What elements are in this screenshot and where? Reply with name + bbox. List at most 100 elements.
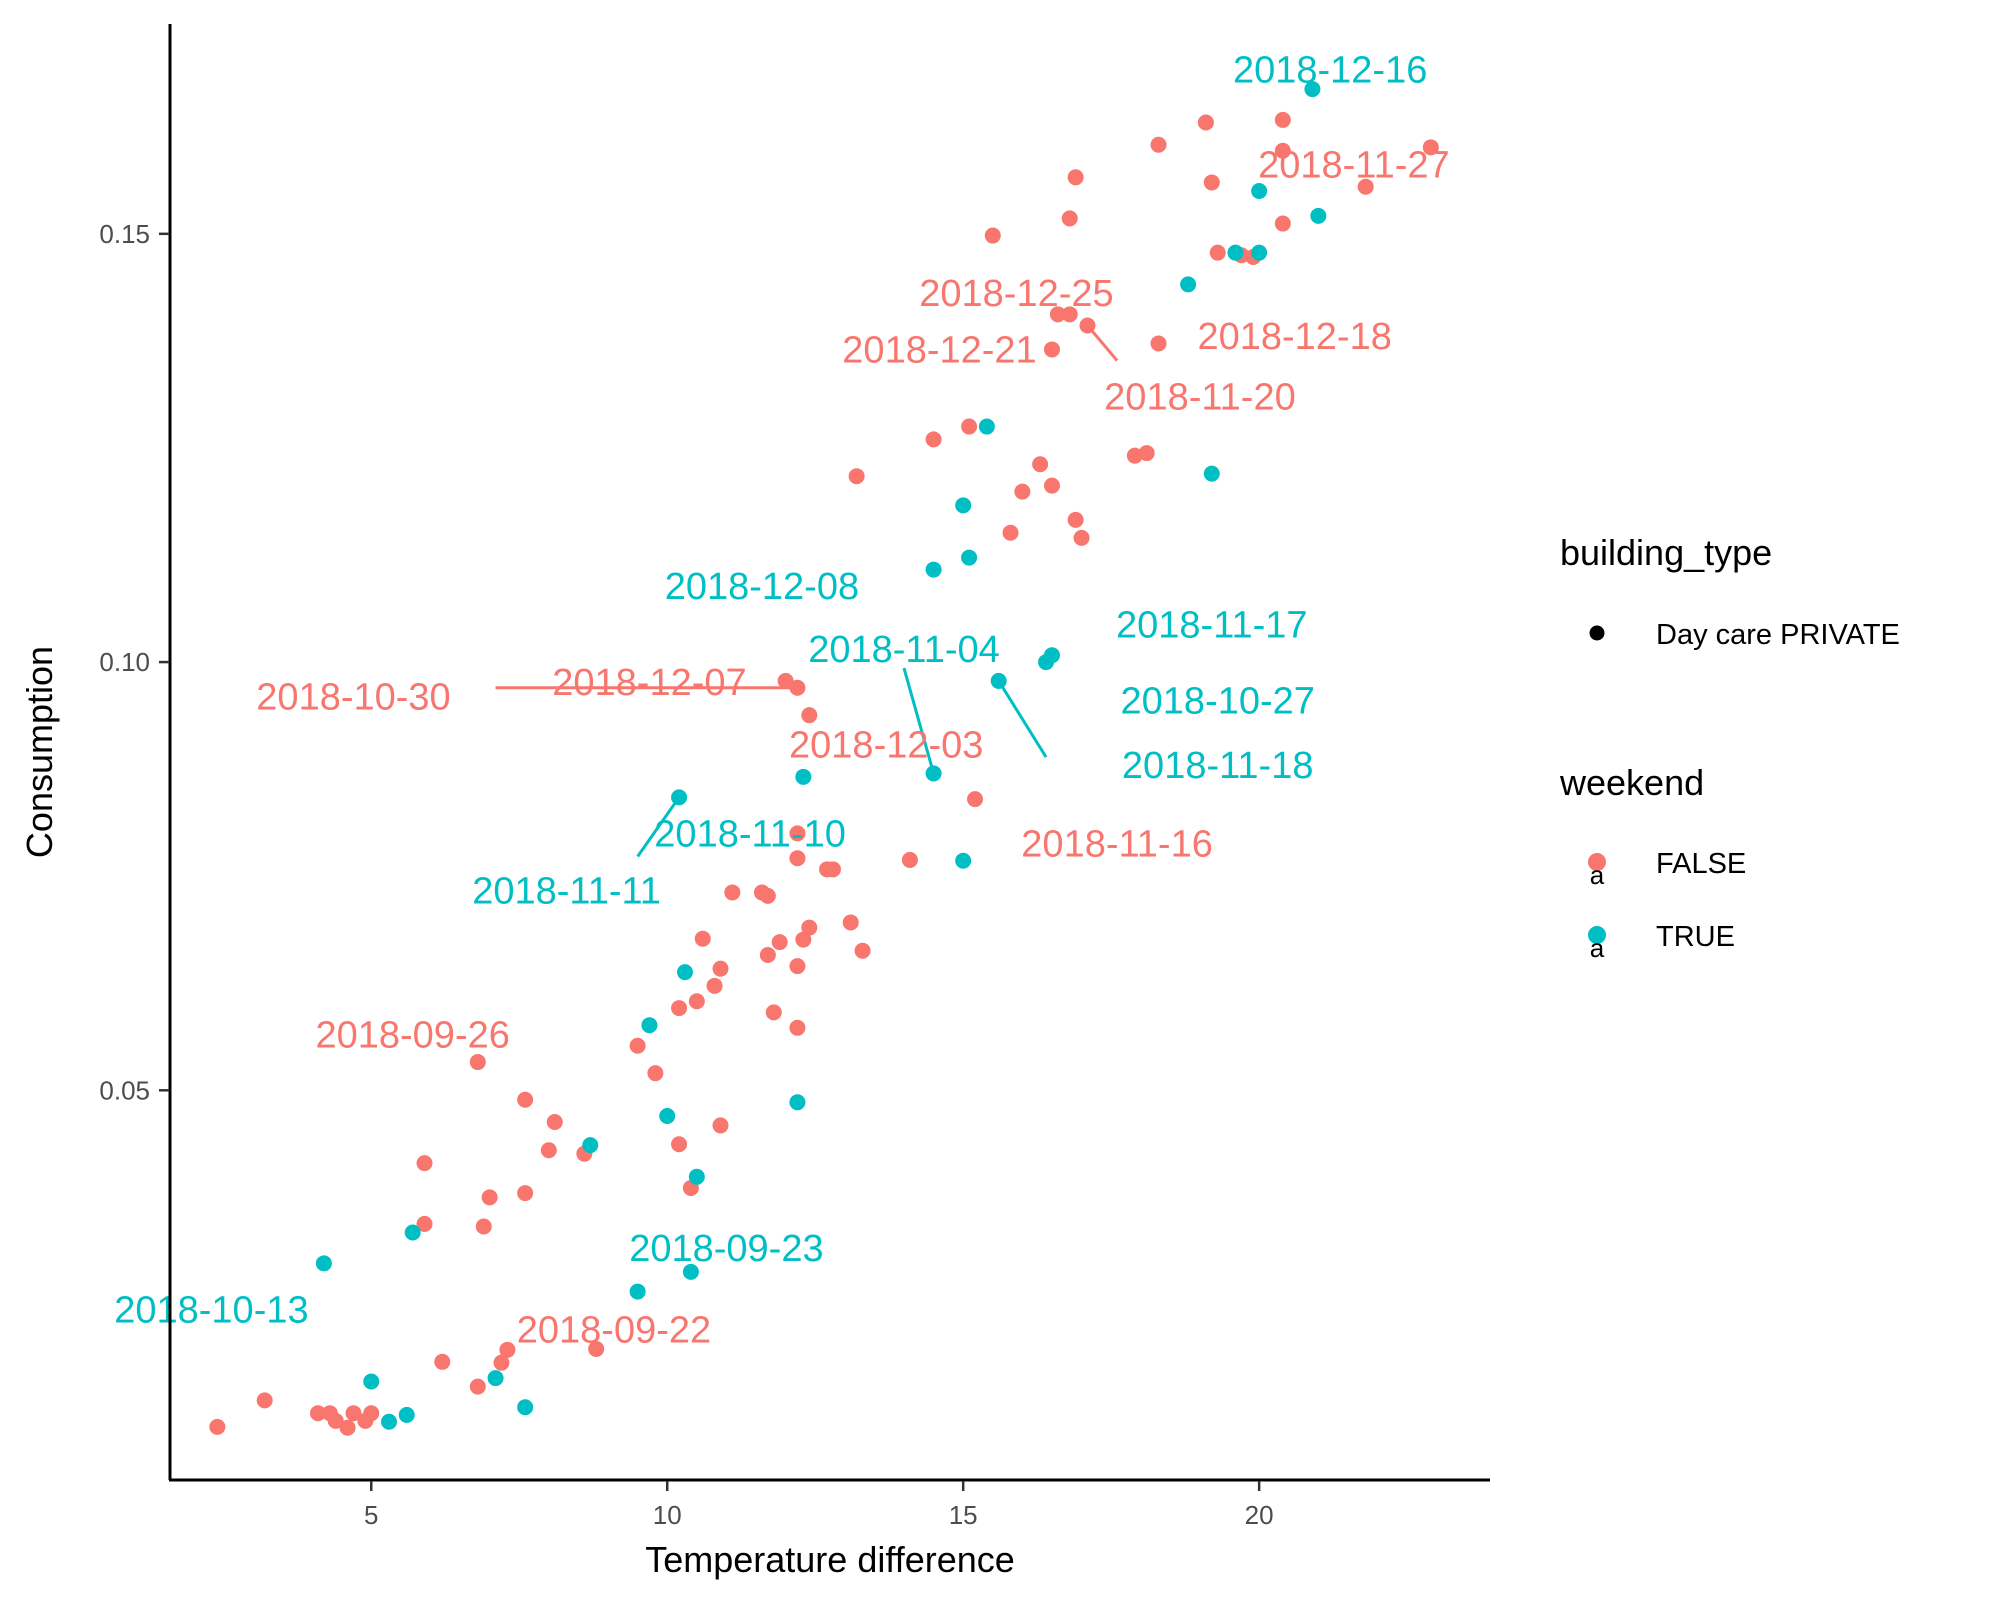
point-date-label: 2018-11-17 bbox=[1116, 604, 1308, 646]
legend-key-false bbox=[1588, 853, 1606, 871]
point-date-label: 2018-09-22 bbox=[517, 1309, 711, 1351]
data-point-weekend-false bbox=[712, 1117, 729, 1134]
data-point-weekend-false bbox=[724, 884, 741, 901]
data-point-weekend-true bbox=[671, 789, 688, 806]
data-point-weekend-false bbox=[1274, 111, 1291, 128]
point-date-label: 2018-12-08 bbox=[665, 566, 859, 608]
data-point-weekend-false bbox=[984, 227, 1001, 244]
data-point-weekend-false bbox=[1274, 142, 1291, 159]
data-point-weekend-false bbox=[434, 1353, 451, 1370]
plot-axes bbox=[168, 24, 1490, 1482]
annotation-segment bbox=[902, 667, 936, 774]
data-point-weekend-false bbox=[688, 993, 705, 1010]
data-point-weekend-false bbox=[1203, 174, 1220, 191]
data-point-weekend-false bbox=[848, 468, 865, 485]
data-point-weekend-true bbox=[955, 497, 972, 514]
data-point-weekend-true bbox=[398, 1406, 415, 1423]
y-tick-label: 0.10 bbox=[99, 647, 150, 677]
legend-key-false-glyph: a bbox=[1590, 860, 1605, 890]
data-point-weekend-false bbox=[759, 887, 776, 904]
data-point-weekend-true bbox=[1304, 81, 1321, 98]
data-point-weekend-true bbox=[363, 1373, 380, 1390]
data-point-weekend-false bbox=[256, 1392, 273, 1409]
data-point-weekend-false bbox=[842, 914, 859, 931]
data-point-weekend-false bbox=[967, 791, 984, 808]
data-point-weekend-false bbox=[789, 1019, 806, 1036]
legend: building_type Day care PRIVATE weekend a… bbox=[1559, 532, 1900, 963]
data-point-weekend-false bbox=[925, 431, 942, 448]
y-axis-title: Consumption bbox=[19, 646, 60, 858]
data-point-weekend-false bbox=[481, 1189, 498, 1206]
data-point-weekend-true bbox=[925, 561, 942, 578]
data-point-weekend-false bbox=[588, 1340, 605, 1357]
data-point-weekend-true bbox=[1251, 244, 1268, 261]
point-date-label: 2018-11-10 bbox=[654, 813, 846, 855]
data-point-weekend-true bbox=[682, 1263, 699, 1280]
data-point-weekend-false bbox=[469, 1054, 486, 1071]
legend-shape-item: Day care PRIVATE bbox=[1656, 619, 1900, 651]
data-point-weekend-false bbox=[694, 930, 711, 947]
data-point-weekend-true bbox=[487, 1370, 504, 1387]
data-point-weekend-false bbox=[493, 1354, 510, 1371]
data-point-weekend-false bbox=[1049, 306, 1066, 323]
data-point-weekend-false bbox=[801, 919, 818, 936]
data-point-weekend-false bbox=[345, 1405, 362, 1422]
x-tick-label: 20 bbox=[1245, 1500, 1274, 1530]
data-point-weekend-true bbox=[688, 1168, 705, 1185]
annotation-segment bbox=[997, 680, 1048, 758]
data-point-weekend-true bbox=[641, 1017, 658, 1034]
data-point-weekend-false bbox=[499, 1341, 516, 1358]
data-point-weekend-false bbox=[517, 1185, 534, 1202]
data-point-weekend-false bbox=[706, 977, 723, 994]
data-point-weekend-true bbox=[795, 768, 812, 785]
data-point-weekend-false bbox=[854, 942, 871, 959]
annotation-segment bbox=[636, 796, 681, 858]
x-axis-title: Temperature difference bbox=[645, 1539, 1015, 1580]
data-point-weekend-false bbox=[1061, 306, 1078, 323]
legend-label-true: TRUE bbox=[1656, 921, 1735, 953]
data-point-weekend-false bbox=[363, 1405, 380, 1422]
data-point-weekend-false bbox=[777, 672, 794, 689]
data-point-weekend-false bbox=[1043, 477, 1060, 494]
data-point-weekend-false bbox=[517, 1091, 534, 1108]
x-tick-label: 5 bbox=[364, 1500, 378, 1530]
point-date-label: 2018-11-11 bbox=[472, 871, 661, 913]
point-date-label: 2018-12-25 bbox=[919, 273, 1113, 315]
point-date-label: 2018-11-20 bbox=[1104, 377, 1296, 419]
point-date-label: 2018-09-26 bbox=[315, 1015, 509, 1057]
data-point-weekend-false bbox=[309, 1405, 326, 1422]
data-point-weekend-false bbox=[771, 934, 788, 951]
data-point-weekend-false bbox=[546, 1113, 563, 1130]
data-point-weekend-true bbox=[629, 1283, 646, 1300]
data-point-weekend-true bbox=[789, 1094, 806, 1111]
data-point-weekend-false bbox=[1079, 317, 1096, 334]
legend-shape-title: building_type bbox=[1560, 532, 1772, 573]
data-point-weekend-false bbox=[209, 1418, 226, 1435]
data-point-weekend-true bbox=[1203, 465, 1220, 482]
data-point-weekend-false bbox=[789, 850, 806, 867]
data-point-weekend-true bbox=[1043, 647, 1060, 664]
plot-marks: 2018-12-16 2018-11-27 2018-12-25 2018-12-18… bbox=[114, 49, 1450, 1436]
y-tick-label: 0.15 bbox=[99, 219, 150, 249]
data-point-weekend-false bbox=[1138, 445, 1155, 462]
data-point-weekend-false bbox=[1043, 341, 1060, 358]
data-point-weekend-true bbox=[925, 765, 942, 782]
point-date-label: 2018-09-23 bbox=[629, 1228, 823, 1270]
data-point-weekend-false bbox=[1002, 524, 1019, 541]
data-point-weekend-false bbox=[1197, 114, 1214, 131]
data-point-weekend-false bbox=[1061, 210, 1078, 227]
point-date-label: 2018-12-21 bbox=[842, 329, 1036, 371]
point-date-label: 2018-10-30 bbox=[256, 676, 450, 718]
data-point-weekend-false bbox=[1067, 169, 1084, 186]
data-point-weekend-false bbox=[1150, 136, 1167, 153]
data-point-weekend-false bbox=[416, 1215, 433, 1232]
data-point-weekend-false bbox=[789, 825, 806, 842]
data-point-weekend-true bbox=[582, 1137, 599, 1154]
data-point-weekend-true bbox=[659, 1108, 676, 1124]
data-point-weekend-false bbox=[469, 1378, 486, 1395]
point-date-label: 2018-12-03 bbox=[789, 724, 983, 766]
data-point-weekend-false bbox=[671, 1000, 688, 1017]
data-point-weekend-false bbox=[789, 679, 806, 696]
